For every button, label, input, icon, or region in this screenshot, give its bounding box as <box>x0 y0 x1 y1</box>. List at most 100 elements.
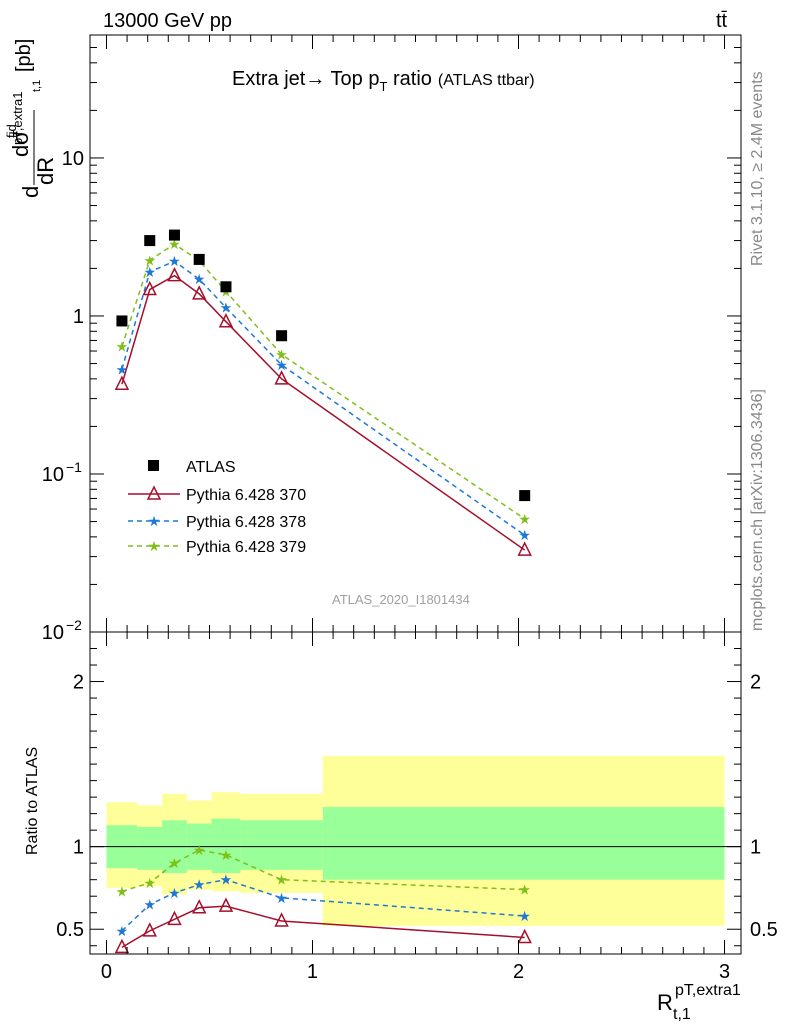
atlas-data-point <box>519 490 531 502</box>
ratio-series-0-point <box>167 910 182 926</box>
series-2-point: ★ <box>518 511 531 527</box>
ylabel-d: d <box>18 186 43 198</box>
ratio-marks: ★ ★ ★ ★ ★ ★ ★ ★ ★ ★ ★ ★ ★ ★ <box>114 842 532 954</box>
legend-379-label: Pythia 6.428 379 <box>186 539 306 556</box>
legend-entry-379: ★ Pythia 6.428 379 <box>128 538 306 556</box>
y-tick-label: 10 <box>62 148 84 170</box>
series-1-point: ★ <box>275 357 288 373</box>
legend-378-marker: ★ <box>148 513 161 529</box>
main-marks: ★★★★★★★★★★★★★★ <box>114 229 532 556</box>
ratio-series-0-point <box>218 897 234 912</box>
ratio-y-label: Ratio to ATLAS <box>24 747 41 855</box>
series-0-point <box>517 541 532 556</box>
ratio-panel: ★ ★ ★ ★ ★ ★ ★ ★ ★ ★ ★ ★ ★ ★ 0.5 0.5 1 1 2 2 0 1 2 3 Ratio to A… <box>24 631 778 1023</box>
series-2-point: ★ <box>275 347 288 363</box>
series-2-point: ★ <box>143 252 156 268</box>
ylabel-sigma: dσ <box>8 131 33 157</box>
ratio-series-1-point: ★ <box>116 923 129 939</box>
ratio-series-0-point <box>142 922 157 937</box>
legend-379-marker: ★ <box>148 538 161 554</box>
legend-atlas-label: ATLAS <box>186 459 236 476</box>
rivet-label: Rivet 3.1.10, ≥ 2.4M events <box>749 71 766 266</box>
series-line-0 <box>121 274 526 551</box>
ratio-series-2-point: ★ <box>518 882 531 898</box>
series-0-point <box>218 313 234 328</box>
ratio-series-line-2 <box>121 849 525 892</box>
ratio-y-tick-label-right: 0.5 <box>750 919 778 941</box>
ylabel-sub2: t,1 <box>31 80 43 92</box>
series-1-point: ★ <box>518 527 531 543</box>
y-tick-label: 10 <box>42 622 64 644</box>
ratio-series-line-1 <box>121 878 525 932</box>
ratio-series-0-point <box>114 938 130 954</box>
series-1-point: ★ <box>116 361 129 377</box>
series-0-point <box>114 375 130 390</box>
ratio-bands <box>90 755 741 926</box>
title-end: ratio <box>387 68 431 90</box>
process-label: tt̄ <box>716 10 728 32</box>
mcplots-label: mcplots.cern.ch [arXiv:1306.3436] <box>749 389 766 631</box>
y-tick-exponent: −2 <box>66 617 82 633</box>
ratio-series-1-point: ★ <box>220 872 233 888</box>
ratio-series-0-point <box>274 912 289 927</box>
x-tick-label: 0 <box>101 961 112 983</box>
x-tick-label: 2 <box>513 961 524 983</box>
title-main: Extra jet <box>232 68 306 90</box>
legend-entry-378: ★ Pythia 6.428 378 <box>128 513 306 531</box>
ratio-series-2-point: ★ <box>168 855 181 871</box>
atlas-data-point <box>220 281 232 293</box>
series-1-point: ★ <box>168 253 181 269</box>
ylabel-dR: dR <box>33 157 58 185</box>
x-tick-label: 3 <box>719 961 730 983</box>
legend-entry-atlas: ATLAS <box>148 459 236 476</box>
ylabel-unit: [pb] <box>13 39 35 72</box>
ratio-series-2-point: ★ <box>116 883 129 899</box>
series-0-point <box>191 285 207 300</box>
ylabel-sub: pT,extra1 <box>10 92 25 145</box>
title-sub: T <box>379 79 387 94</box>
atlas-data-point <box>193 253 205 265</box>
ratio-series-2-point: ★ <box>275 872 288 888</box>
ratio-series-2-point: ★ <box>193 842 206 858</box>
ratio-series-1-point: ★ <box>168 885 181 901</box>
ratio-y-tick-label-left: 1 <box>73 837 84 859</box>
uncertainty-band-inner <box>137 826 163 870</box>
series-1-point: ★ <box>193 271 206 287</box>
legend: ATLAS Pythia 6.428 370 ★ Pythia 6.428 37… <box>128 459 306 556</box>
ratio-y-tick-label-right: 2 <box>750 672 761 694</box>
atlas-data-point <box>276 330 288 342</box>
uncertainty-band-inner <box>211 818 241 874</box>
x-tick-label: 1 <box>307 961 318 983</box>
title-arrow: → <box>305 68 325 90</box>
ratio-y-tick-label-left: 2 <box>73 672 84 694</box>
ratio-series-0-point <box>517 928 532 944</box>
title-mid: Top p <box>325 68 379 90</box>
ratio-axes: 0.5 0.5 1 1 2 2 0 1 2 3 <box>56 632 778 983</box>
xlabel-sup: pT,extra1 <box>675 982 741 999</box>
legend-entry-370: Pythia 6.428 370 <box>128 485 306 504</box>
ratio-y-tick-label-left: 0.5 <box>56 919 84 941</box>
title-small: (ATLAS ttbar) <box>438 72 535 89</box>
xlabel-sub: t,1 <box>673 1006 691 1023</box>
series-0-point <box>167 266 182 282</box>
atlas-data-point <box>144 235 156 247</box>
x-axis-label: R pT,extra1 t,1 <box>657 982 741 1023</box>
ratio-series-1-point: ★ <box>518 908 531 924</box>
ratio-series-1-point: ★ <box>143 896 156 912</box>
y-tick-exponent: −1 <box>66 459 82 475</box>
chart-title: Extra jet→ Top pT ratio (ATLAS ttbar) <box>232 68 535 94</box>
ratio-series-line-0 <box>121 905 525 949</box>
legend-378-label: Pythia 6.428 378 <box>186 514 306 531</box>
energy-label: 13000 GeV pp <box>103 10 232 32</box>
uncertainty-band-inner <box>322 807 725 880</box>
series-1-point: ★ <box>220 300 233 316</box>
y-tick-label: 10 <box>42 464 64 486</box>
series-2-point: ★ <box>116 339 129 355</box>
main-y-label: [pb] pT,extra1 t,1 fid dσ dR d <box>4 39 58 198</box>
ratio-series-1-point: ★ <box>193 877 206 893</box>
atlas-data-point <box>168 229 180 241</box>
ratio-series-2-point: ★ <box>220 847 233 863</box>
